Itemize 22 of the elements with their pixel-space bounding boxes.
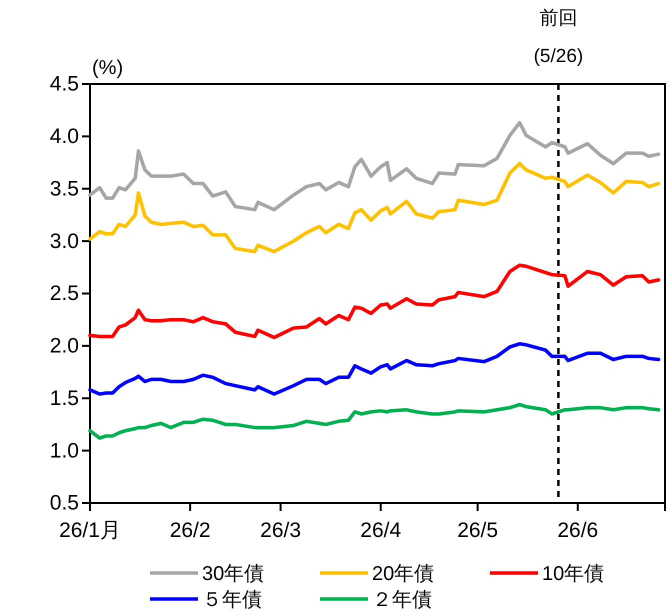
legend-label: 30年債: [202, 563, 264, 585]
x-tick-label: 26/1月: [59, 519, 121, 542]
y-axis-title: (%): [92, 57, 124, 79]
y-tick-label: 4.5: [50, 72, 79, 96]
x-tick-label: 26/2: [170, 519, 211, 542]
y-tick-label: 3.0: [50, 230, 79, 253]
x-tick-label: 26/3: [260, 519, 302, 542]
x-tick-label: 26/5: [457, 519, 498, 542]
legend-label: 10年債: [542, 563, 604, 585]
y-tick-label: 1.5: [50, 386, 79, 410]
y-tick-label: 1.0: [50, 439, 79, 462]
legend-label: ２年債: [372, 589, 432, 611]
y-tick-label: 3.5: [50, 177, 79, 200]
x-tick-label: 26/4: [360, 519, 402, 542]
ref-line-label: 前回 (5/26): [534, 8, 584, 67]
y-tick-label: 2.0: [50, 334, 79, 358]
y-tick-label: 0.5: [50, 492, 79, 515]
legend-label: 20年債: [372, 563, 434, 585]
x-tick-label: 26/6: [557, 519, 598, 542]
y-tick-label: 2.5: [50, 282, 79, 306]
y-tick-label: 4.0: [50, 125, 79, 148]
legend-label: ５年債: [202, 589, 262, 611]
